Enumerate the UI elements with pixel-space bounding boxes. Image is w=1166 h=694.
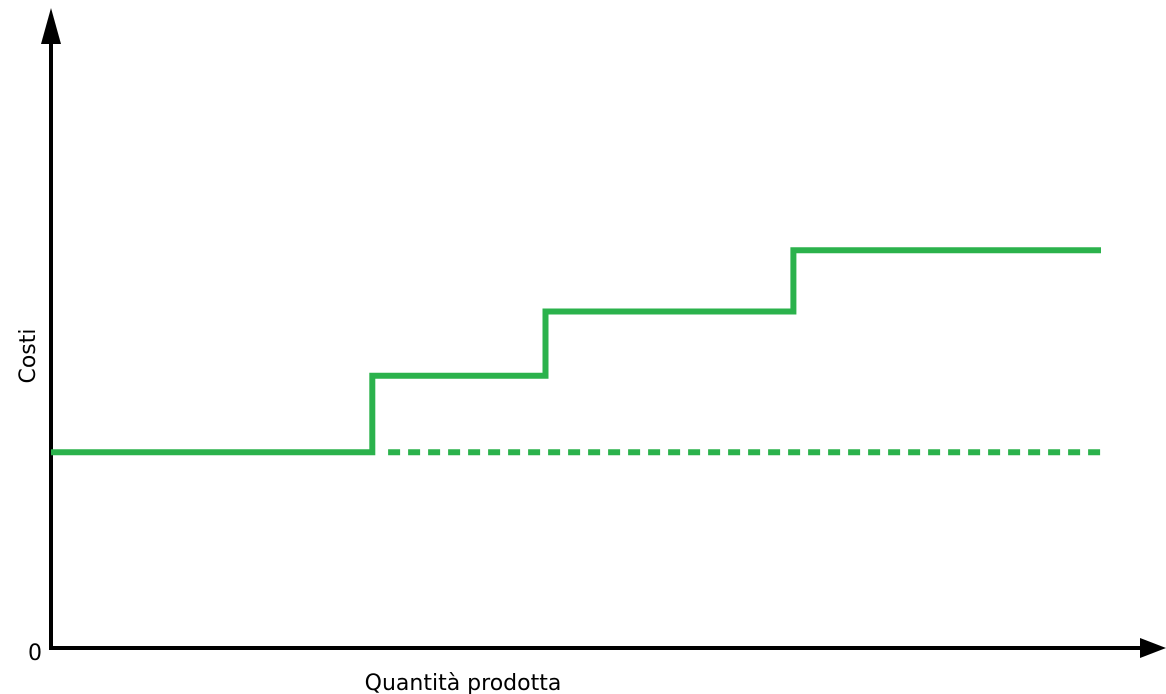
y-axis-label: Costi bbox=[16, 328, 41, 383]
series-layer bbox=[51, 247, 1101, 456]
step-cost-line bbox=[51, 247, 1101, 456]
y-axis-arrow-icon bbox=[41, 8, 61, 44]
x-axis-arrow-icon bbox=[1140, 638, 1166, 658]
origin-label: 0 bbox=[28, 641, 42, 666]
x-axis-label: Quantità prodotta bbox=[365, 671, 562, 694]
